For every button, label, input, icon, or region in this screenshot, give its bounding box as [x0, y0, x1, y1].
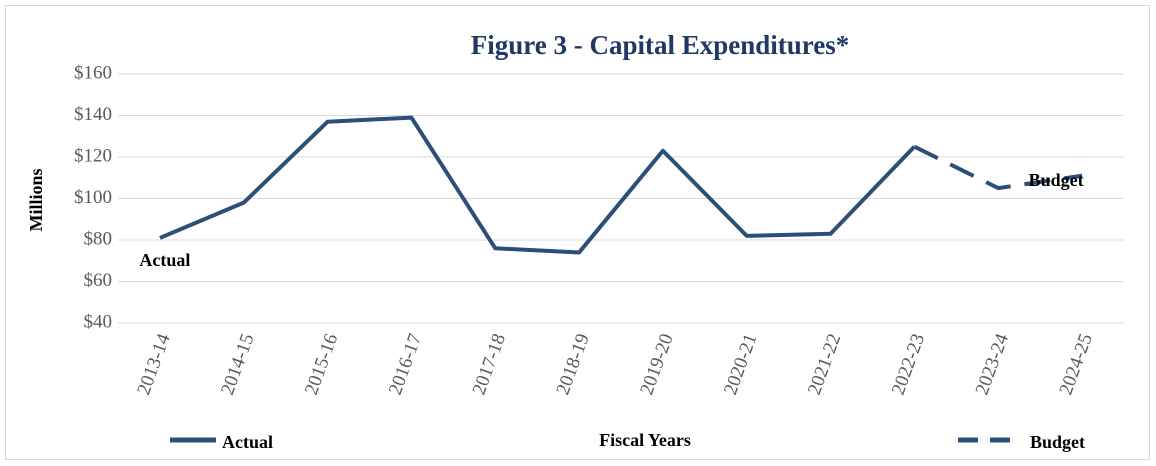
series-line	[913, 144, 1083, 191]
y-tick-label: $140	[74, 104, 112, 125]
y-tick-label: $60	[84, 270, 113, 291]
y-tick-label: $40	[84, 311, 113, 332]
y-tick-label: $80	[84, 228, 113, 249]
x-axis-title: Fiscal Years	[599, 430, 691, 450]
series-line	[159, 115, 916, 255]
y-tick-label: $100	[74, 187, 112, 208]
legend-label: Budget	[1030, 432, 1085, 452]
legend-label: Actual	[222, 432, 273, 452]
y-tick-label: $120	[74, 145, 112, 166]
y-tick-label: $160	[74, 62, 112, 83]
annotation: Budget	[1029, 170, 1084, 190]
chart-frame	[5, 5, 1150, 460]
chart-title: Figure 3 - Capital Expenditures*	[471, 30, 850, 60]
annotation: Actual	[139, 250, 190, 270]
y-axis-title: Millions	[26, 168, 46, 231]
